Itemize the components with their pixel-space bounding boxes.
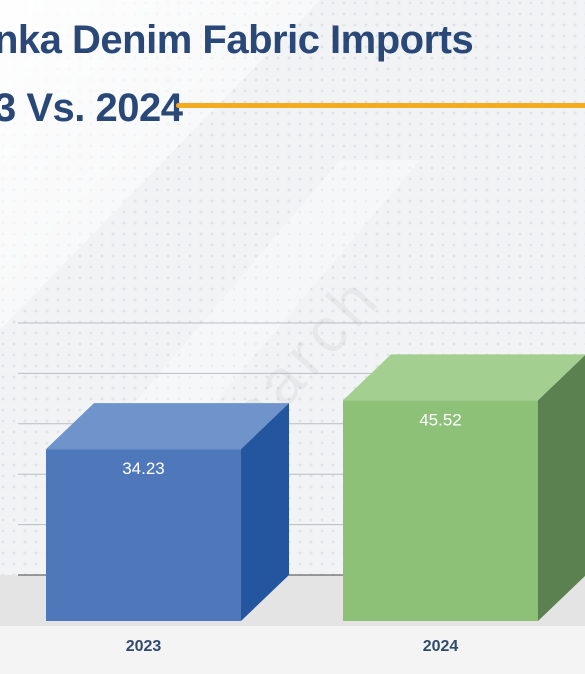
data-label-2024: 45.52 [419, 410, 462, 429]
bars [46, 354, 585, 621]
bar-top-2023 [46, 403, 289, 450]
bar-side-2024 [538, 355, 585, 621]
title-accent-line [176, 103, 585, 108]
floor-front [0, 626, 585, 674]
bar-front-2024 [343, 400, 538, 621]
x-tick-label-2023: 2023 [126, 638, 162, 655]
labels: 34.23 2023 45.52 2024 [122, 410, 462, 655]
bar-2024 [343, 354, 585, 621]
chart-title-line-1: nka Denim Fabric Imports [0, 18, 474, 62]
data-label-2023: 34.23 [122, 459, 165, 478]
bar-front-2023 [46, 449, 241, 621]
chart-title-line-2: 3 Vs. 2024 [0, 86, 183, 130]
bar-top-2024 [343, 354, 585, 401]
bar-2023 [46, 403, 289, 621]
x-tick-label-2024: 2024 [423, 638, 459, 655]
bar-side-2023 [241, 403, 289, 621]
